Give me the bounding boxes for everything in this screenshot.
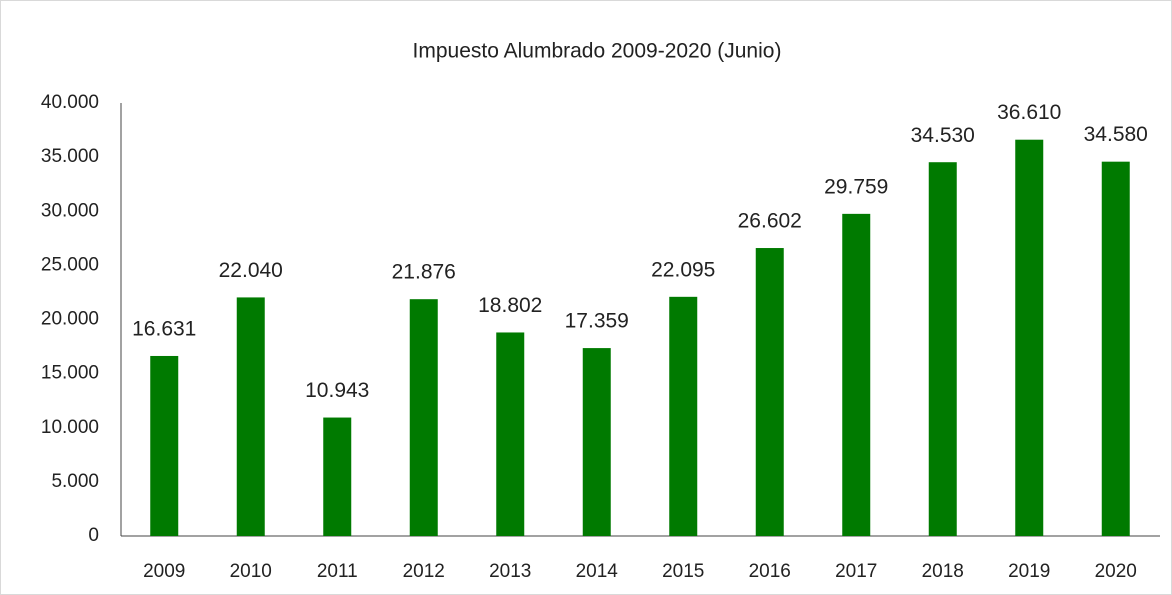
bar (669, 296, 698, 536)
x-tick-label: 2017 (835, 561, 877, 582)
y-tick-label: 25.000 (41, 254, 99, 275)
value-label: 16.631 (132, 318, 196, 341)
y-tick-label: 40.000 (41, 92, 99, 113)
x-tick-label: 2019 (1008, 561, 1050, 582)
value-label: 18.802 (478, 294, 542, 317)
value-label: 22.040 (219, 259, 283, 282)
y-tick-label: 15.000 (41, 363, 99, 384)
value-label: 34.530 (911, 124, 975, 147)
bar (150, 355, 179, 536)
y-tick-label: 5.000 (51, 471, 99, 492)
value-label: 29.759 (824, 175, 888, 198)
bar (755, 248, 784, 536)
value-label: 34.580 (1084, 123, 1148, 146)
value-label: 10.943 (305, 379, 369, 402)
chart-title: Impuesto Alumbrado 2009-2020 (Junio) (413, 40, 782, 63)
y-tick-label: 0 (88, 525, 99, 546)
x-tick-label: 2015 (662, 561, 704, 582)
bar (582, 348, 611, 536)
bar (496, 332, 525, 536)
value-label: 22.095 (651, 258, 715, 281)
bar (928, 162, 957, 536)
x-tick-label: 2014 (576, 561, 619, 582)
bar (1101, 161, 1130, 536)
y-tick-label: 35.000 (41, 146, 99, 167)
y-tick-label: 30.000 (41, 200, 99, 221)
value-label: 21.876 (392, 261, 456, 284)
value-label: 36.610 (997, 101, 1061, 124)
value-label: 17.359 (565, 310, 629, 333)
x-tick-label: 2010 (230, 561, 272, 582)
x-tick-label: 2020 (1095, 561, 1137, 582)
y-tick-label: 20.000 (41, 309, 99, 330)
bar (409, 299, 438, 536)
x-tick-label: 2018 (922, 561, 964, 582)
bar (1015, 139, 1044, 536)
y-tick-label: 10.000 (41, 417, 99, 438)
bar (236, 297, 265, 536)
bar (323, 417, 352, 536)
x-tick-label: 2012 (403, 561, 445, 582)
x-tick-label: 2009 (143, 561, 185, 582)
bar (842, 213, 871, 536)
x-tick-label: 2011 (317, 561, 358, 582)
value-label: 26.602 (738, 210, 802, 233)
x-tick-label: 2016 (749, 561, 791, 582)
x-tick-label: 2013 (489, 561, 531, 582)
